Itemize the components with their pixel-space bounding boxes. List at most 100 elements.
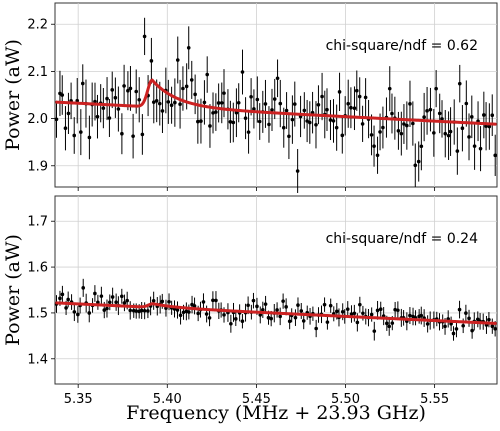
bottom-panel-data xyxy=(54,278,497,341)
data-point xyxy=(369,133,374,137)
data-point xyxy=(267,122,271,127)
y-tick-label: 1.5 xyxy=(27,306,48,321)
data-point xyxy=(387,324,392,329)
data-point xyxy=(390,321,395,325)
y-tick-label: 1.4 xyxy=(27,352,48,367)
data-point xyxy=(105,96,109,101)
data-point xyxy=(107,300,112,305)
data-point xyxy=(449,321,453,326)
data-point xyxy=(60,93,65,97)
data-point xyxy=(75,98,80,103)
data-point xyxy=(278,101,283,106)
data-point xyxy=(443,324,447,329)
data-point xyxy=(316,102,321,107)
data-point xyxy=(60,292,65,297)
data-point xyxy=(325,320,330,324)
data-point xyxy=(443,131,448,136)
data-point xyxy=(325,107,329,112)
data-point xyxy=(302,108,307,113)
data-point xyxy=(381,125,385,130)
data-point xyxy=(296,303,300,307)
data-point xyxy=(105,306,109,311)
data-point xyxy=(201,300,206,304)
data-point xyxy=(432,131,436,135)
data-point xyxy=(255,304,259,309)
data-point xyxy=(322,302,327,307)
data-point xyxy=(363,95,368,100)
top-chi-square-annotation: chi-square/ndf = 0.62 xyxy=(326,38,478,54)
data-point xyxy=(157,101,162,106)
x-tick-label: 5.55 xyxy=(420,392,449,407)
data-point xyxy=(464,101,469,106)
data-point xyxy=(408,313,412,318)
data-point xyxy=(173,100,177,105)
data-point xyxy=(228,120,233,124)
data-point xyxy=(257,119,262,124)
data-point xyxy=(349,312,354,316)
data-point xyxy=(346,101,351,106)
data-point xyxy=(290,117,295,122)
data-point xyxy=(275,76,280,81)
data-point xyxy=(320,94,324,99)
data-point xyxy=(66,111,71,116)
data-point xyxy=(478,146,483,151)
y-tick-label: 2.2 xyxy=(27,18,48,33)
data-point xyxy=(292,102,297,106)
data-point xyxy=(422,115,426,119)
data-point xyxy=(122,84,126,88)
data-point xyxy=(490,113,495,117)
data-point xyxy=(58,296,62,301)
data-point xyxy=(467,316,471,321)
data-point xyxy=(72,133,77,138)
data-point xyxy=(214,298,218,303)
data-point xyxy=(354,88,359,93)
data-point xyxy=(411,121,415,126)
data-point xyxy=(192,304,197,308)
data-point xyxy=(396,129,401,133)
data-point xyxy=(96,300,100,305)
data-point xyxy=(405,123,409,128)
data-point xyxy=(349,105,353,110)
data-point xyxy=(186,45,191,50)
data-point xyxy=(63,126,68,131)
data-point xyxy=(240,319,245,324)
data-point xyxy=(214,110,218,114)
y-tick-label: 1.9 xyxy=(27,159,48,174)
data-point xyxy=(79,130,83,134)
data-point xyxy=(278,314,282,319)
y-tick-label: 1.7 xyxy=(27,215,48,230)
data-point xyxy=(99,294,104,298)
data-point xyxy=(178,313,183,318)
bottom-chi-square-annotation: chi-square/ndf = 0.24 xyxy=(326,231,479,247)
data-point xyxy=(154,99,159,103)
data-point xyxy=(393,307,397,312)
data-point xyxy=(211,298,215,303)
data-point xyxy=(54,117,59,122)
data-point xyxy=(114,300,118,304)
data-point xyxy=(167,299,171,304)
data-point xyxy=(387,86,392,91)
data-point xyxy=(125,298,129,303)
data-point xyxy=(396,308,400,313)
data-point xyxy=(416,159,421,164)
data-point xyxy=(205,72,210,77)
data-point xyxy=(66,297,70,302)
data-point xyxy=(258,313,263,317)
top-panel-ticks: 1.9 2.0 2.1 2.2 xyxy=(27,18,436,191)
data-point xyxy=(246,130,251,134)
data-point xyxy=(425,109,429,113)
x-axis-title: Frequency (MHz + 23.93 GHz) xyxy=(126,402,426,424)
data-point xyxy=(120,294,124,299)
data-point xyxy=(134,309,139,313)
data-point xyxy=(340,133,345,138)
data-point xyxy=(134,89,139,94)
data-point xyxy=(216,101,221,105)
data-point xyxy=(454,327,459,331)
data-point xyxy=(305,119,309,123)
data-point xyxy=(251,298,256,303)
data-point xyxy=(219,101,224,105)
data-point xyxy=(142,34,147,39)
data-point xyxy=(487,317,491,322)
data-point xyxy=(178,102,182,107)
